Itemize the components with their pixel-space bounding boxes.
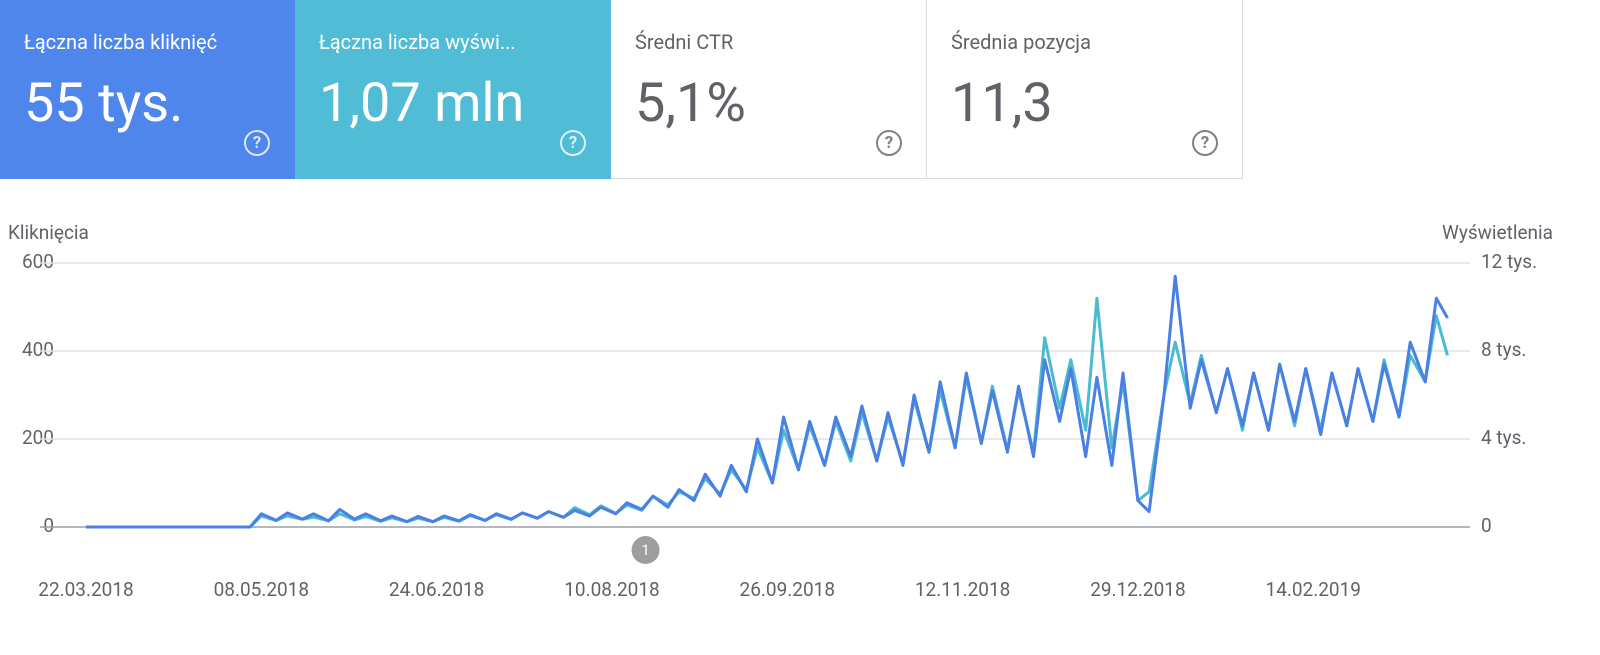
x-tick-label: 12.11.2018: [915, 578, 1010, 601]
y-tick-label: 200: [22, 426, 54, 449]
y2-axis-title: Wyświetlenia: [1442, 221, 1553, 244]
series-line: [86, 296, 1449, 529]
help-icon[interactable]: ?: [876, 130, 902, 156]
x-tick-label: 29.12.2018: [1090, 578, 1185, 601]
y-tick-label: 600: [22, 250, 54, 273]
y-axis-title: Kliknięcia: [8, 221, 89, 244]
series-line: [86, 274, 1449, 529]
x-tick-label: 14.02.2019: [1266, 578, 1361, 601]
card-title: Łączna liczba wyświ...: [319, 30, 516, 54]
x-tick-label: 26.09.2018: [740, 578, 835, 601]
card-value: 1,07 mln: [319, 72, 525, 135]
y2-tick-label: 4 tys.: [1481, 426, 1526, 449]
x-tick-label: 24.06.2018: [389, 578, 484, 601]
card-title: Średni CTR: [635, 30, 734, 54]
y-tick-label: 400: [22, 338, 54, 361]
card-title: Średnia pozycja: [951, 30, 1091, 54]
x-tick-label: 22.03.2018: [38, 578, 133, 601]
help-icon[interactable]: ?: [560, 130, 586, 156]
annotation-label: 1: [641, 541, 649, 559]
metric-cards: Łączna liczba kliknięć 55 tys.? Łączna li…: [0, 0, 1243, 179]
metric-card[interactable]: Średni CTR 5,1%?: [611, 0, 927, 179]
card-title: Łączna liczba kliknięć: [24, 30, 218, 54]
annotation-marker: [631, 536, 660, 564]
x-tick-label: 10.08.2018: [564, 578, 659, 601]
y2-tick-label: 8 tys.: [1481, 338, 1526, 361]
help-icon[interactable]: ?: [244, 130, 270, 156]
metric-card[interactable]: Łączna liczba kliknięć 55 tys.?: [0, 0, 295, 179]
y2-tick-label: 12 tys.: [1481, 250, 1537, 273]
x-tick-label: 08.05.2018: [214, 578, 309, 601]
metric-card[interactable]: Średnia pozycja 11,3?: [927, 0, 1243, 179]
y-tick-label: 0: [43, 514, 54, 537]
metric-card[interactable]: Łączna liczba wyświ... 1,07 mln?: [295, 0, 611, 179]
y2-tick-label: 0: [1481, 514, 1492, 537]
card-value: 55 tys.: [24, 72, 184, 135]
help-icon[interactable]: ?: [1192, 130, 1218, 156]
card-value: 11,3: [951, 72, 1053, 135]
card-value: 5,1%: [635, 72, 746, 135]
